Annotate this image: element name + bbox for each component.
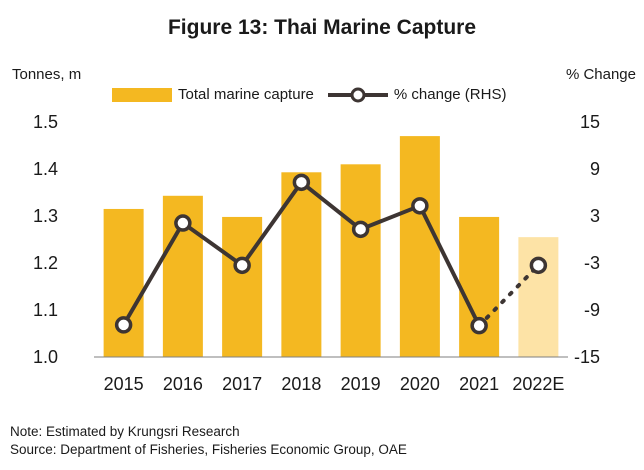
line-point-2018 [292, 173, 311, 192]
x-tick-label: 2021 [459, 374, 499, 394]
legend-item-bar: Total marine capture [112, 86, 314, 103]
line-point-2016 [174, 214, 192, 232]
x-tick-label: 2016 [163, 374, 203, 394]
right-axis-unit: % Change [565, 66, 636, 83]
line-point-2020 [411, 197, 429, 215]
footnotes: Note: Estimated by Krungsri Research Sou… [10, 423, 407, 459]
bar-2021 [459, 216, 500, 357]
note-text: Note: Estimated by Krungsri Research [10, 424, 240, 439]
x-tick-label: 2020 [400, 374, 440, 394]
bar-series [103, 136, 559, 357]
x-tick-label: 2022E [512, 374, 564, 394]
y-right-tick-label: -9 [584, 300, 600, 320]
line-point-2022E [529, 256, 548, 275]
x-tick-label: 2015 [104, 374, 144, 394]
line-point-2021 [470, 316, 488, 335]
bar-2020 [399, 136, 440, 357]
y-left-tick-label: 1.4 [33, 159, 58, 179]
y-right-tick-label: -3 [584, 253, 600, 273]
y-right-tick-label: 3 [590, 206, 600, 226]
x-tick-label: 2017 [222, 374, 262, 394]
legend-bar-label: Total marine capture [178, 86, 314, 103]
y-left-tick-label: 1.0 [33, 347, 58, 367]
legend-line-swatch [327, 87, 388, 102]
legend-bar-swatch [112, 87, 172, 102]
y-right-tick-label: 15 [580, 112, 600, 132]
bar-2019 [340, 164, 381, 357]
y-left-tick-label: 1.1 [33, 300, 58, 320]
legend: Total marine capture % change (RHS) [112, 86, 520, 103]
line-point-2015 [114, 316, 133, 334]
y-left-tick-label: 1.5 [33, 112, 58, 132]
bar-2015 [103, 208, 144, 357]
line-series [114, 173, 548, 335]
x-tick-label: 2019 [341, 374, 381, 394]
chart-title: Figure 13: Thai Marine Capture [167, 16, 477, 39]
bar-2022E [518, 237, 559, 357]
legend-item-line: % change (RHS) [327, 86, 507, 103]
y-right-tick-label: 9 [590, 159, 600, 179]
line-dotted-segment [477, 263, 541, 328]
tick-labels: 1.0 1.1 1.2 1.3 1.4 1.5 -15 -9 -3 3 9 15 2015 2016 201… [33, 112, 600, 394]
x-tick-label: 2018 [281, 374, 321, 394]
bar-2017 [222, 216, 263, 357]
line-point-2019 [351, 220, 370, 239]
legend-line-label: % change (RHS) [393, 86, 507, 103]
line-point-2017 [233, 256, 251, 275]
y-left-tick-label: 1.2 [33, 253, 58, 273]
left-axis-unit: Tonnes, m [12, 66, 82, 83]
y-right-tick-label: -15 [574, 347, 600, 367]
source-text: Source: Department of Fisheries, Fisheri… [10, 442, 407, 457]
y-left-tick-label: 1.3 [33, 206, 58, 226]
